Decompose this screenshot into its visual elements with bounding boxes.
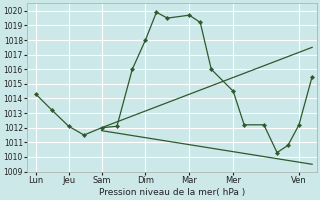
X-axis label: Pression niveau de la mer( hPa ): Pression niveau de la mer( hPa )	[99, 188, 245, 197]
